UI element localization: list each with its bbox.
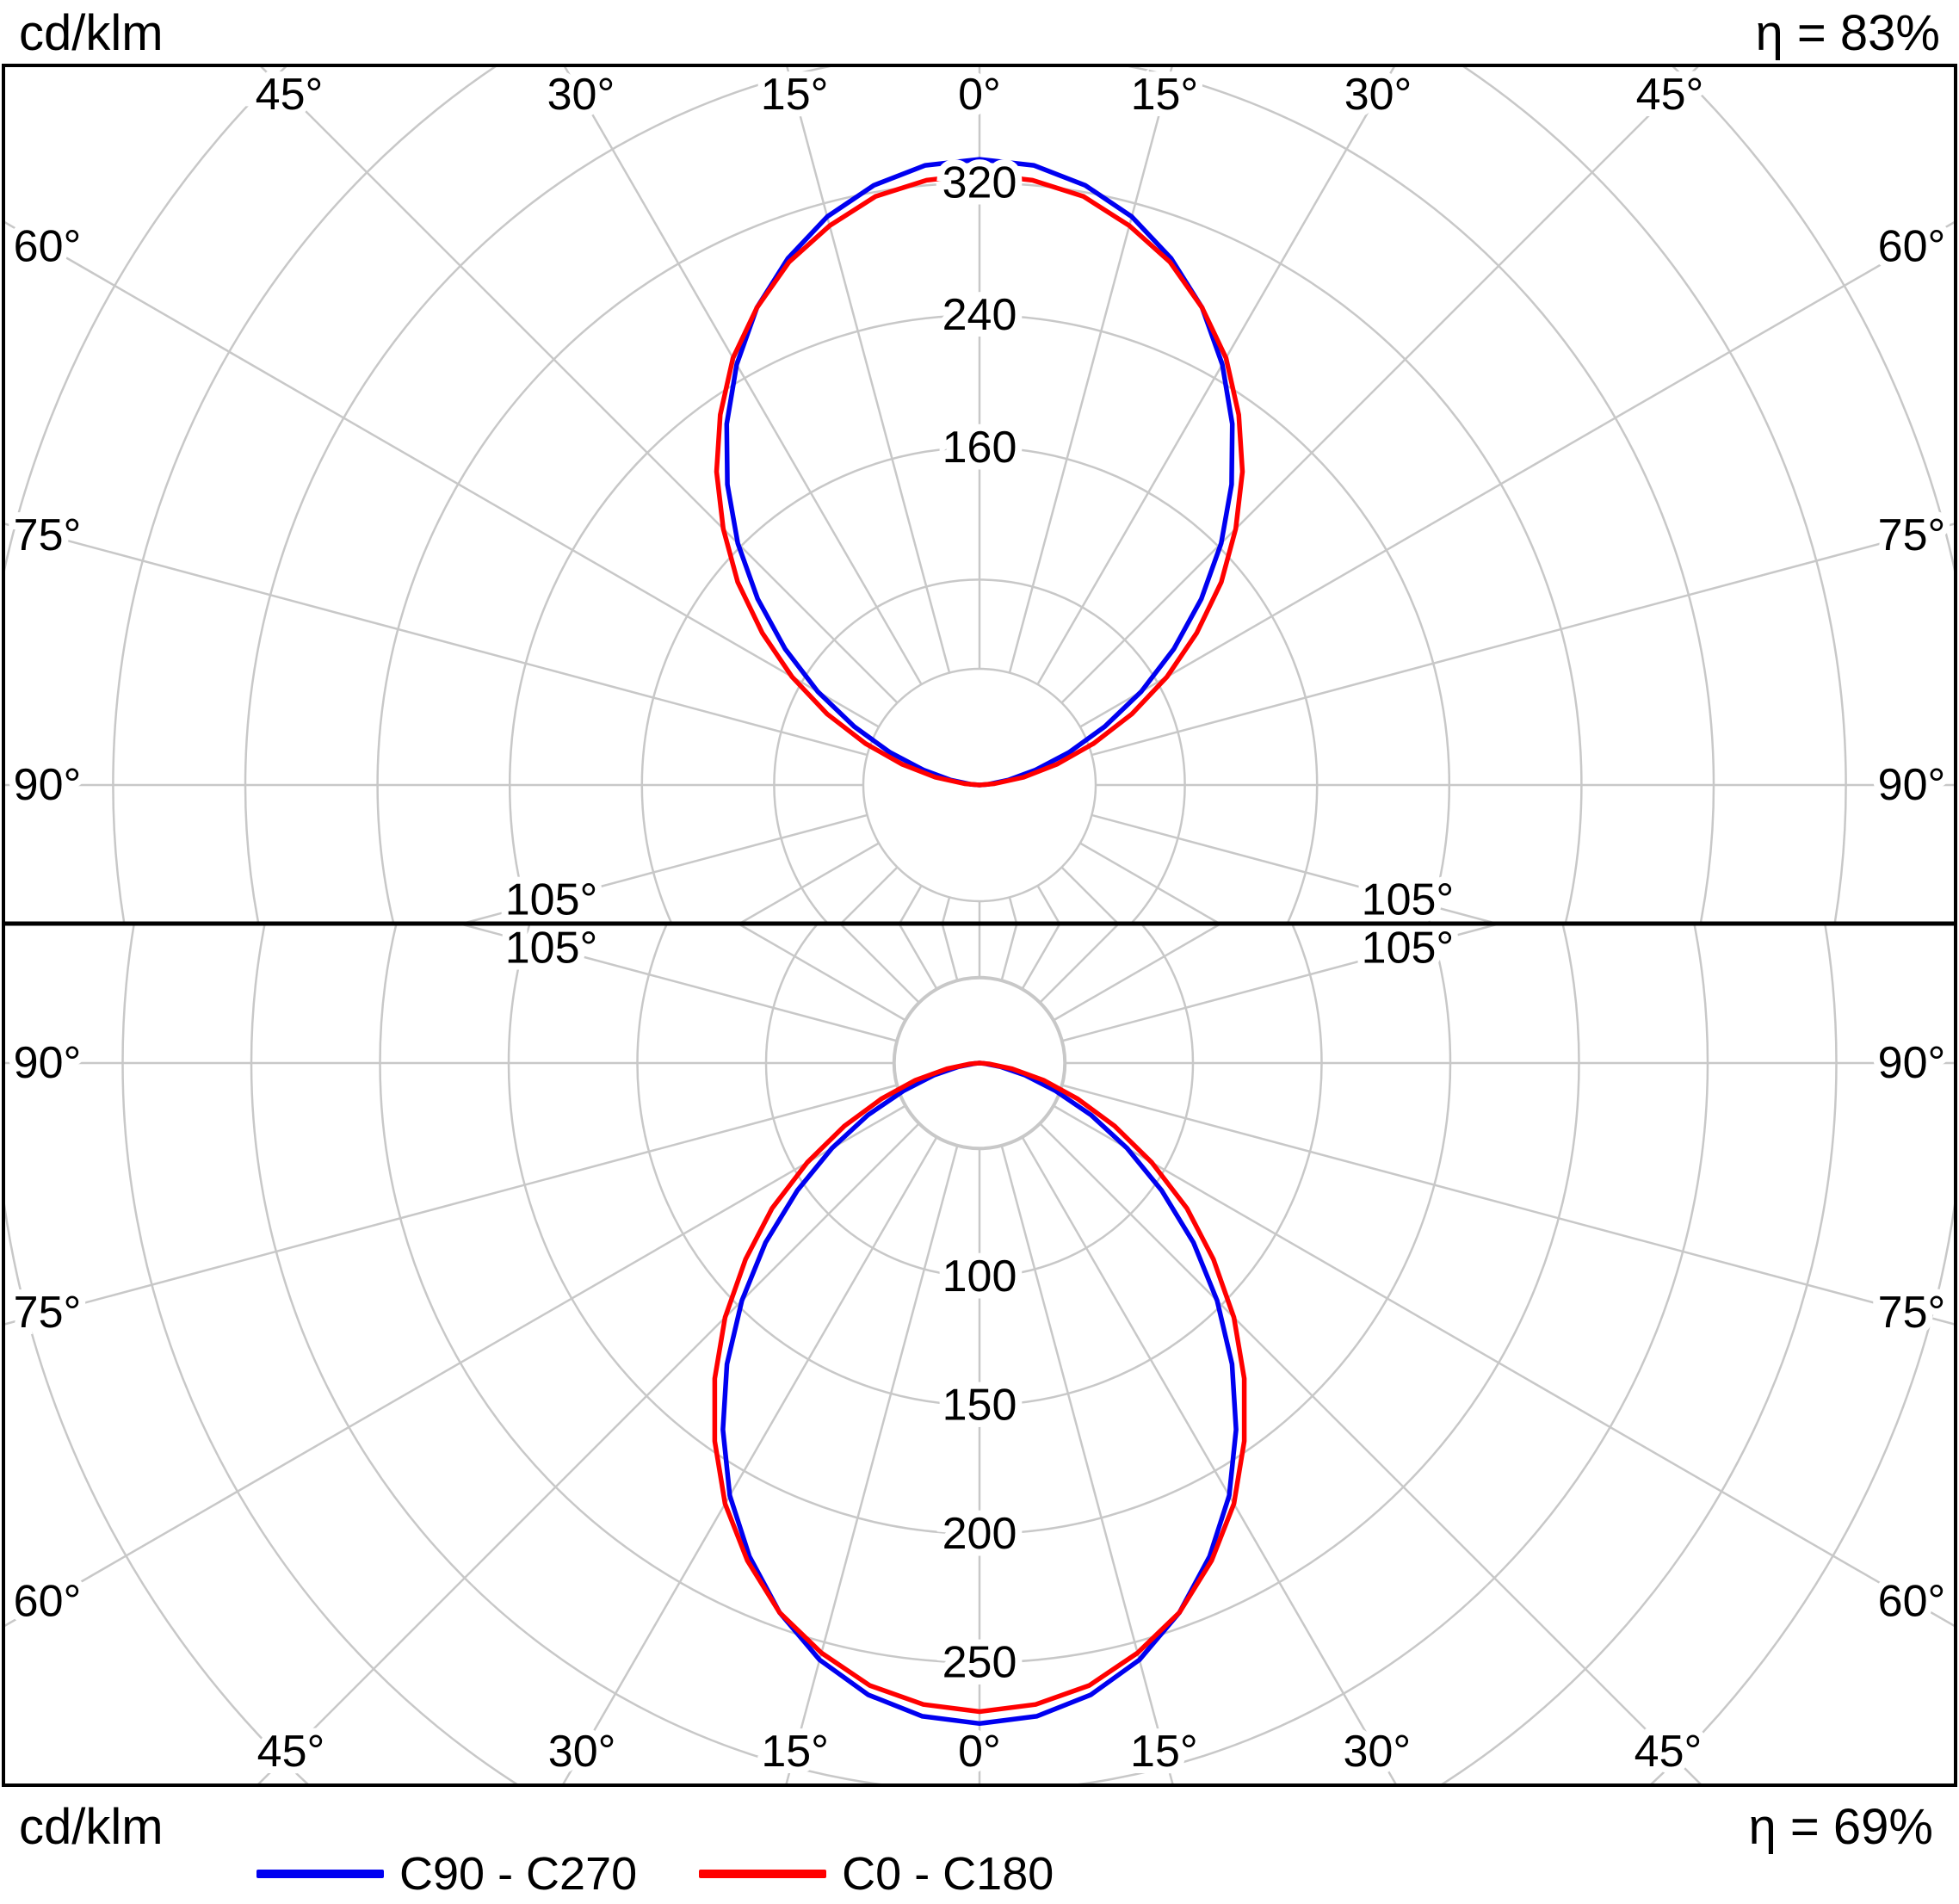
grid-ray-315 [258,65,899,704]
grid-ray-225 [839,866,899,924]
angle-label-60-right: 60° [1878,1576,1946,1626]
ring-labels: 160 240 320 [936,151,1024,479]
grid-ray-105 [1062,1084,1956,1326]
angle-label-60-left: 60° [14,1576,82,1626]
grid-ray-45 [1039,924,1121,1004]
legend: C90 - C270 C0 - C180 [256,1847,1054,1901]
grid-ray-285 [3,522,868,757]
efficiency-label-bottom: η = 69% [1748,1799,1933,1855]
grid-ray-30 [1036,65,1397,685]
intensity-curve-c0-c180 [714,171,1245,788]
ring-label-250: 250 [942,1638,1017,1688]
grid-ray-210 [561,1136,938,1785]
grid-ray-30 [1021,924,1061,990]
unit-label-top: cd/klm [19,5,164,61]
angle-label-90-left: 90° [14,1038,82,1088]
intensity-curve-c90-c270 [720,1060,1239,1727]
unit-label-bottom: cd/klm [19,1799,164,1855]
angle-label-75-left: 75° [14,510,82,560]
angle-label-105-left: 105° [505,924,598,974]
angle-label-30-right: 30° [1344,1727,1412,1777]
angle-label-75-left: 75° [14,1288,82,1338]
grid-ray-45 [1060,65,1701,704]
grid-ray-75 [1091,522,1956,757]
legend-label-c90-c270: C90 - C270 [399,1848,638,1900]
angle-label-90-right: 90° [1878,1038,1946,1088]
angle-label-0-right: 0° [958,1727,1001,1777]
angle-labels: 0° 15° 15° 30° 30° 45° 45° 60° 60° 75° 75° 90° 90° 10… [7,924,1953,1783]
angle-label-90-left: 90° [14,760,82,810]
ring-label-100: 100 [942,1252,1017,1301]
angle-label-15-left: 15° [761,70,829,120]
grid-ray-165 [1000,1146,1175,1785]
grid-ray-345 [785,65,951,673]
grid-ring-50 [893,977,1066,1149]
grid-ray-195 [784,1146,959,1785]
angle-label-30-left: 30° [547,70,615,120]
grid-ray-240 [3,1104,906,1629]
ring-labels: 100 150 200 250 [936,1245,1024,1695]
angle-label-45-right: 45° [1636,70,1704,120]
angle-label-0-right: 0° [958,70,1001,120]
grid-ray-60 [1053,924,1224,1022]
intensity-curve-c0-c180 [712,1060,1247,1715]
angle-label-105-left: 105° [505,875,598,924]
grid-ray-285 [454,924,897,1042]
ring-label-200: 200 [942,1509,1017,1559]
angle-label-15-left: 15° [761,1727,829,1777]
efficiency-label-top: η = 83% [1755,5,1940,61]
grid-ray-315 [838,924,920,1004]
angle-label-60-left: 60° [14,222,82,272]
legend-item-c0-c180: C0 - C180 [699,1847,1054,1901]
angle-label-75-right: 75° [1878,510,1946,560]
grid-ray-225 [256,1122,920,1785]
ring-label-320: 320 [942,158,1017,208]
grid-ray-300 [735,924,906,1022]
grid-ray-60 [1079,219,1956,728]
angle-label-30-left: 30° [548,1727,616,1777]
angle-labels: 0° 15° 15° 30° 30° 45° 45° 60° 60° 75° 75° 90° 90° 10… [7,65,1953,924]
angle-label-45-left: 45° [257,1727,325,1777]
angle-label-105-right: 105° [1362,875,1455,924]
legend-item-c90-c270: C90 - C270 [256,1847,637,1901]
angle-label-15-right: 15° [1131,70,1199,120]
grid-ray-105 [1091,813,1501,924]
grid-ray-75 [1062,924,1505,1042]
grid-ray-330 [562,65,923,685]
ring-label-160: 160 [942,423,1017,473]
grid-ray-210 [898,885,923,924]
grid-ray-120 [1053,1104,1956,1629]
angle-label-60-right: 60° [1878,222,1946,272]
grid-ray-150 [1021,1136,1398,1785]
grid-ray-255 [3,1084,897,1326]
angle-label-90-right: 90° [1878,760,1946,810]
grid-ray-135 [1039,1122,1703,1785]
ring-label-150: 150 [942,1381,1017,1431]
legend-swatch-c90-c270 [256,1870,384,1878]
legend-swatch-c0-c180 [699,1870,827,1878]
angle-label-105-right: 105° [1362,924,1455,974]
angle-label-15-right: 15° [1130,1727,1198,1777]
legend-label-c0-c180: C0 - C180 [842,1848,1054,1900]
intensity-curve-c90-c270 [724,157,1235,788]
ring-label-240: 240 [942,290,1017,340]
grid-ray-255 [458,813,868,924]
grid-ray-150 [1036,885,1061,924]
grid-ray-135 [1060,866,1120,924]
angle-label-30-right: 30° [1344,70,1412,120]
angle-label-45-right: 45° [1635,1727,1703,1777]
grid-ray-300 [3,219,880,728]
angle-label-45-left: 45° [256,70,324,120]
grid-ray-330 [898,924,938,990]
grid-ray-15 [1008,65,1174,673]
angle-label-75-right: 75° [1878,1288,1946,1338]
